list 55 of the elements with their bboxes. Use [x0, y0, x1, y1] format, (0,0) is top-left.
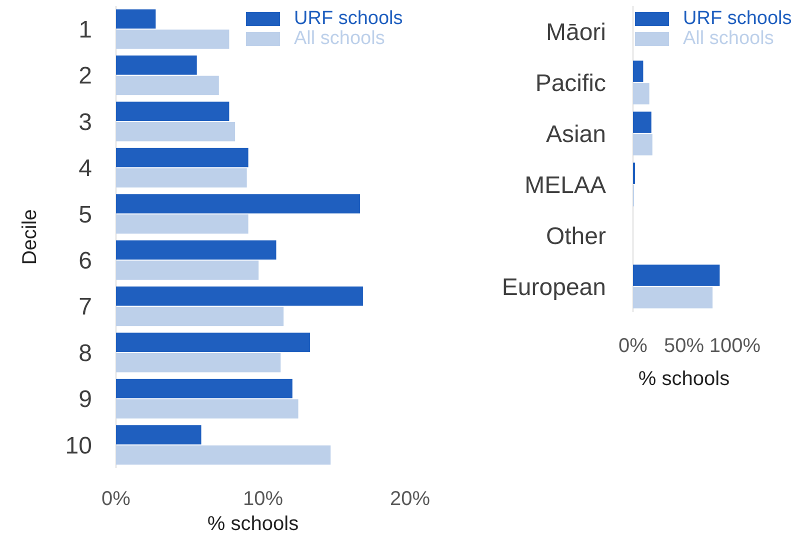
bar — [116, 353, 281, 372]
legend-label: All schools — [294, 28, 385, 49]
y-tick-label: 1 — [78, 16, 92, 44]
legend-label: URF schools — [683, 8, 792, 29]
bar — [116, 286, 363, 306]
bar — [116, 76, 219, 96]
bar — [116, 168, 247, 188]
y-tick-label: European — [502, 274, 606, 301]
bar — [633, 264, 720, 286]
y-tick-label: 9 — [78, 386, 92, 414]
legend-label: All schools — [683, 28, 774, 49]
y-tick-label: Pacific — [535, 70, 606, 97]
y-tick-label: Māori — [546, 18, 606, 46]
bar — [633, 134, 652, 156]
bar — [633, 287, 713, 308]
bar — [116, 240, 276, 260]
bar — [633, 60, 644, 82]
bar — [633, 112, 652, 133]
x-tick-label: 0% — [618, 335, 648, 357]
y-tick-label: 6 — [78, 248, 92, 274]
bar — [116, 102, 230, 121]
y-axis-title: Decile — [19, 209, 41, 265]
x-axis-title: % schools — [207, 513, 299, 535]
y-tick-label: 4 — [78, 155, 92, 182]
y-tick-label: 8 — [78, 340, 92, 367]
bar — [116, 399, 298, 418]
bar — [116, 378, 292, 398]
bar — [116, 425, 202, 444]
x-axis-title: % schools — [638, 368, 730, 390]
x-tick-label: 20% — [390, 488, 430, 510]
bar — [116, 56, 197, 75]
bar — [116, 214, 248, 234]
bar — [116, 306, 284, 326]
bar — [116, 9, 156, 29]
y-tick-label: 3 — [78, 108, 92, 136]
y-tick-label: Other — [546, 222, 606, 250]
x-tick-label: 0% — [102, 488, 131, 510]
y-tick-label: 2 — [78, 62, 92, 90]
bar — [116, 148, 248, 168]
bar — [116, 445, 331, 465]
x-tick-label: 100% — [709, 335, 761, 357]
y-tick-label: 5 — [78, 201, 92, 228]
y-tick-label: 7 — [78, 294, 92, 321]
bar — [116, 122, 236, 142]
bar — [633, 83, 650, 104]
x-tick-label: 10% — [242, 488, 284, 510]
y-tick-label: Asian — [546, 120, 606, 148]
x-tick-label: 50% — [664, 335, 704, 357]
y-tick-label: MELAA — [524, 172, 606, 199]
bar — [116, 332, 310, 352]
y-tick-label: 10 — [65, 432, 92, 460]
bar — [116, 30, 230, 49]
bar — [116, 194, 360, 214]
bar — [116, 260, 259, 280]
legend-label: URF schools — [294, 8, 403, 29]
